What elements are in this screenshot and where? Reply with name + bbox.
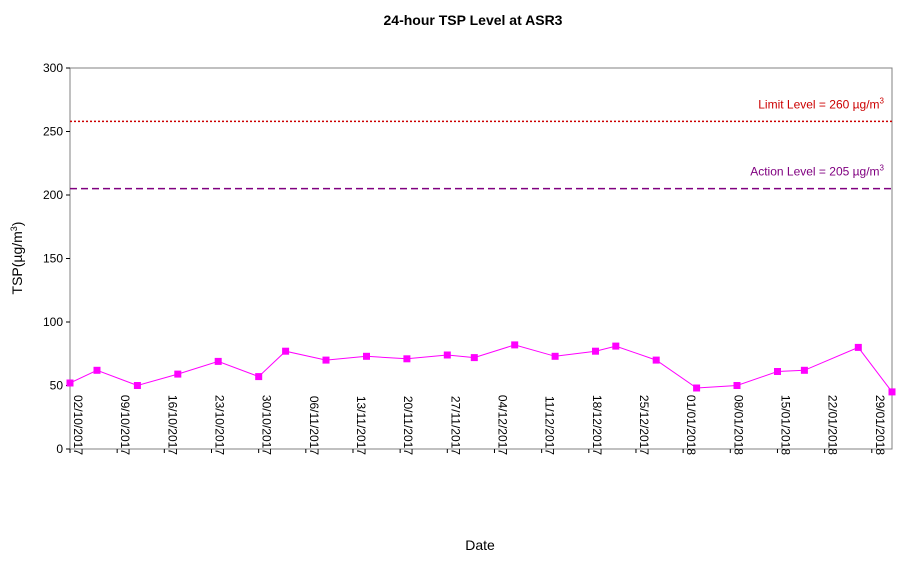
data-point	[592, 347, 599, 355]
data-point	[693, 384, 701, 392]
x-tick-label: 04/12/2017	[495, 395, 509, 455]
y-tick-label: 250	[43, 125, 63, 139]
ref-label-sup: 3	[880, 96, 885, 105]
data-point	[255, 373, 263, 381]
ref-label-unit: µg/m	[853, 97, 880, 111]
plot-area	[69, 67, 893, 450]
data-point	[133, 382, 141, 389]
x-tick-label: 08/01/2018	[731, 395, 745, 455]
ref-label-text: Action Level = 205	[750, 165, 852, 179]
limit-level-label: Limit Level = 260 µg/m3	[758, 96, 884, 111]
x-tick-label: 09/10/2017	[118, 395, 132, 455]
x-tick-label: 16/10/2017	[165, 395, 179, 455]
data-point	[652, 356, 660, 364]
data-point	[322, 356, 330, 364]
x-tick-label: 25/12/2017	[637, 395, 651, 455]
x-axis-label: Date	[465, 537, 495, 553]
data-point	[800, 366, 808, 374]
y-tick-label: 300	[43, 61, 63, 75]
x-tick-label: 30/10/2017	[260, 395, 274, 455]
x-tick-label: 29/01/2018	[873, 395, 887, 455]
data-point	[403, 355, 411, 363]
chart-title: 24-hour TSP Level at ASR3	[384, 12, 563, 28]
data-point	[214, 357, 222, 365]
data-point	[93, 366, 101, 374]
y-tick-label: 200	[43, 188, 63, 202]
data-point	[174, 370, 182, 378]
data-point	[733, 382, 741, 389]
data-point	[363, 352, 370, 360]
data-point	[888, 388, 896, 396]
y-axis-label-base: TSP(	[9, 262, 25, 294]
ref-label-sup: 3	[880, 164, 885, 173]
data-point	[854, 343, 862, 351]
ref-label-unit: µg/m	[853, 165, 880, 179]
data-point	[443, 351, 451, 359]
x-tick-label: 02/10/2017	[71, 395, 85, 455]
y-tick-label: 150	[43, 252, 63, 266]
y-tick-label: 100	[43, 315, 63, 329]
x-tick-label: 22/01/2018	[826, 395, 840, 455]
ref-label-text: Limit Level = 260	[758, 97, 852, 111]
x-tick-label: 11/12/2017	[543, 396, 557, 455]
data-point	[282, 347, 290, 355]
x-tick-label: 15/01/2018	[778, 395, 792, 455]
x-tick-label: 18/12/2017	[590, 395, 604, 455]
data-point	[470, 354, 478, 362]
y-axis-label-close: )	[9, 222, 25, 227]
y-tick-label: 50	[50, 379, 64, 393]
data-point	[511, 341, 519, 349]
y-axis-label-sup: 3	[9, 226, 19, 231]
x-tick-label: 23/10/2017	[212, 395, 226, 455]
data-point	[612, 342, 620, 350]
data-point	[551, 352, 559, 360]
x-tick-label: 27/11/2017	[448, 396, 462, 455]
data-point	[774, 368, 781, 375]
y-axis-label: TSP(µg/m3)	[9, 222, 25, 295]
x-tick-label: 01/01/2018	[684, 395, 698, 455]
data-point	[66, 379, 74, 387]
y-axis-label-unit: µg/m	[9, 231, 25, 262]
x-tick-label: 06/11/2017	[307, 396, 321, 455]
x-tick-label: 20/11/2017	[401, 396, 415, 455]
y-tick-label: 0	[56, 442, 63, 456]
action-level-label: Action Level = 205 µg/m3	[750, 164, 884, 179]
x-tick-label: 13/11/2017	[354, 396, 368, 455]
